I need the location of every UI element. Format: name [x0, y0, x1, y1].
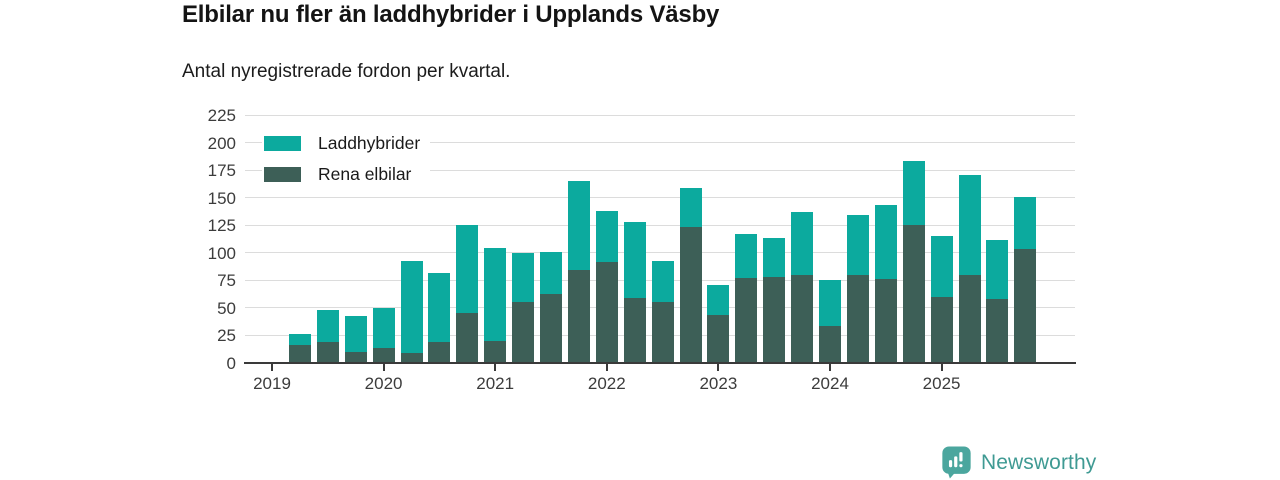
bar-2023-q1-laddhybrider: [707, 284, 730, 315]
gridline-y-125: [245, 224, 1075, 226]
y-axis-tick-label: 75: [217, 271, 236, 291]
legend-swatch-icon: [264, 167, 301, 182]
bar-2021-q2-laddhybrider: [512, 252, 535, 303]
chart-title: Elbilar nu fler än laddhybrider i Upplan…: [182, 1, 720, 28]
bar-2024-q4-laddhybrider: [902, 161, 925, 226]
bar-2023-q3-laddhybrider: [763, 238, 786, 278]
chart-subtitle: Antal nyregistrerade fordon per kvartal.: [182, 61, 511, 82]
y-axis-tick-label: 100: [207, 243, 236, 263]
bar-2021-q3-rena-elbilar: [540, 293, 562, 363]
legend-swatch-icon: [264, 136, 301, 151]
bar-2020-q1-rena-elbilar: [372, 347, 395, 363]
x-axis-line: [244, 362, 1076, 364]
x-axis-year-label: 2020: [364, 374, 403, 393]
bar-2025-q4-laddhybrider: [1014, 196, 1037, 250]
x-axis-tick-2022: [605, 364, 608, 371]
bar-2025-q3-rena-elbilar: [986, 299, 1009, 363]
legend-item-rena-elbilar: Rena elbilar: [264, 164, 420, 185]
bar-2024-q2-laddhybrider: [846, 215, 869, 275]
bar-2023-q4-laddhybrider: [791, 212, 814, 275]
bar-2022-q2-laddhybrider: [623, 221, 646, 298]
bar-2019-q4-rena-elbilar: [344, 351, 367, 363]
y-axis-tick-label: 200: [207, 133, 236, 153]
legend-label: Laddhybrider: [318, 133, 421, 153]
y-axis-tick-label: 175: [207, 161, 236, 181]
x-axis-tick-2025: [940, 364, 943, 371]
bar-2022-q3-rena-elbilar: [651, 302, 674, 363]
x-axis-tick-2019: [271, 364, 273, 371]
bar-2020-q2-laddhybrider: [400, 260, 423, 354]
bar-2021-q1-laddhybrider: [484, 248, 507, 341]
x-axis-year-label: 2022: [587, 374, 626, 393]
y-axis-tick-label: 225: [207, 106, 236, 125]
bar-2025-q4-rena-elbilar: [1014, 249, 1037, 363]
bar-2025-q1-laddhybrider: [930, 236, 953, 297]
gridline-y-175: [245, 169, 1075, 171]
bar-2025-q3-laddhybrider: [986, 239, 1009, 300]
x-axis-tick-2020: [382, 364, 385, 371]
bar-2021-q4-laddhybrider: [567, 181, 590, 271]
bar-2020-q1-laddhybrider: [372, 307, 395, 348]
gridline-y-200: [245, 142, 1075, 144]
y-axis-tick-label: 25: [217, 326, 236, 346]
x-axis-year-label: 2023: [699, 374, 738, 393]
bar-2021-q3-laddhybrider: [540, 251, 562, 294]
bar-2024-q3-laddhybrider: [874, 205, 897, 280]
bar-2025-q2-laddhybrider: [958, 174, 981, 275]
bar-2025-q2-rena-elbilar: [958, 274, 981, 363]
bar-2023-q2-rena-elbilar: [735, 278, 758, 363]
x-axis-tick-2024: [829, 364, 831, 371]
bar-2022-q4-laddhybrider: [679, 187, 702, 228]
legend-label: Rena elbilar: [318, 164, 412, 184]
y-axis-tick-label: 125: [207, 216, 236, 236]
bar-2022-q1-laddhybrider: [595, 210, 618, 262]
x-axis-year-label: 2025: [922, 374, 961, 393]
bar-2023-q2-laddhybrider: [735, 234, 758, 279]
bar-2024-q2-rena-elbilar: [846, 274, 869, 363]
x-axis-year-label: 2024: [811, 374, 849, 393]
x-axis-tick-2021: [494, 364, 497, 371]
bar-2023-q4-rena-elbilar: [791, 274, 814, 363]
bar-2024-q1-rena-elbilar: [819, 325, 841, 363]
legend-item-laddhybrider: Laddhybrider: [264, 133, 420, 154]
x-axis-year-label: 2021: [476, 374, 515, 393]
bar-2022-q4-rena-elbilar: [679, 227, 702, 363]
y-axis-tick-label: 50: [217, 298, 236, 318]
bar-2024-q3-rena-elbilar: [874, 279, 897, 363]
newsworthy-chart-pin-icon: [942, 446, 971, 479]
bar-2020-q2-rena-elbilar: [400, 353, 423, 363]
bar-2022-q1-rena-elbilar: [595, 261, 618, 363]
newsworthy-logo: Newsworthy: [941, 446, 1096, 479]
bar-2019-q4-laddhybrider: [344, 315, 367, 352]
bar-2021-q4-rena-elbilar: [567, 270, 590, 363]
newsworthy-logo-text: Newsworthy: [981, 450, 1097, 474]
gridline-y-225: [245, 114, 1075, 116]
bar-2020-q3-laddhybrider: [428, 272, 451, 343]
bar-2019-q3-rena-elbilar: [316, 342, 339, 363]
x-axis-year-label: 2019: [253, 374, 291, 393]
bar-2023-q1-rena-elbilar: [707, 314, 730, 363]
bar-2020-q4-laddhybrider: [456, 225, 479, 314]
bar-2021-q2-rena-elbilar: [512, 302, 535, 363]
chart-legend: Laddhybrider Rena elbilar: [262, 131, 431, 189]
bar-2024-q1-laddhybrider: [819, 280, 841, 326]
x-axis-tick-2023: [717, 364, 720, 371]
bar-2022-q3-laddhybrider: [651, 260, 674, 303]
bar-2020-q4-rena-elbilar: [456, 313, 479, 363]
bar-2025-q1-rena-elbilar: [930, 296, 953, 363]
bar-2020-q3-rena-elbilar: [428, 342, 451, 363]
gridline-y-100: [245, 252, 1075, 254]
bar-2019-q3-laddhybrider: [316, 310, 339, 343]
gridline-y-150: [245, 197, 1075, 199]
y-axis-tick-label: 150: [207, 188, 236, 208]
bar-2023-q3-rena-elbilar: [763, 277, 786, 363]
bar-2024-q4-rena-elbilar: [902, 225, 925, 363]
y-axis-tick-label: 0: [226, 354, 236, 373]
bar-chart-plot-area: [245, 114, 1075, 363]
bar-2022-q2-rena-elbilar: [623, 297, 646, 363]
bar-2019-q2-laddhybrider: [288, 334, 311, 346]
bar-2021-q1-rena-elbilar: [484, 340, 507, 363]
bar-2019-q2-rena-elbilar: [288, 345, 311, 363]
